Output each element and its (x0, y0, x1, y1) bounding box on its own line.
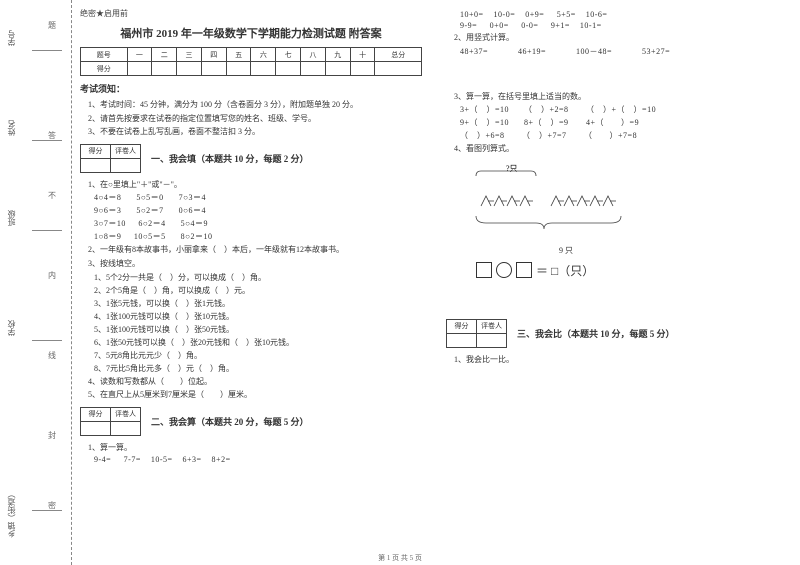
question-lead: 1、算一算。 (88, 442, 422, 454)
exam-title: 福州市 2019 年一年级数学下学期能力检测试题 附答案 (80, 25, 422, 41)
square-box (476, 262, 492, 278)
score-header-cell: 一 (127, 48, 152, 62)
sub-item: 6、1张50元钱可以换（ ）张20元钱和（ ）张10元钱。 (94, 337, 422, 348)
judge-cell: 得分 (81, 407, 111, 421)
equation-row: ＝ □（只） (476, 262, 788, 279)
bind-label: 姓名 (6, 120, 17, 136)
svg-text:?只: ?只 (506, 164, 518, 173)
question-lead: 1、在○里填上"＋"或"－"。 (88, 179, 422, 191)
judge-cell: 评卷人 (111, 407, 141, 421)
score-header-cell: 七 (276, 48, 301, 62)
math-row: 3+（ ）=10 （ ）+2=8 （ ）+（ ）=10 (460, 104, 788, 115)
score-header-cell: 总分 (375, 48, 422, 62)
math-row: 10+0= 10-0= 0+9= 5+5= 10-6= (460, 10, 788, 19)
bind-note: 不 (48, 190, 56, 201)
section-title: 一、我会填（本题共 10 分，每题 2 分） (151, 152, 309, 165)
judge-box: 得分 评卷人 二、我会算（本题共 20 分，每题 5 分） (80, 407, 422, 436)
question-item: 5、在直尺上从5厘米到7厘米是（ ）厘米。 (88, 389, 422, 401)
figure-animals: ?只 (466, 161, 626, 241)
section-title: 二、我会算（本题共 20 分，每题 5 分） (151, 415, 309, 428)
score-table: 题号 一 二 三 四 五 六 七 八 九 十 总分 得分 (80, 47, 422, 76)
question-item: 4、读数和写数都从（ ）位起。 (88, 376, 422, 388)
notice-item: 1、考试时间：45 分钟，满分为 100 分（含卷面分 3 分），附加题单独 2… (88, 99, 422, 111)
left-column: 绝密★启用前 福州市 2019 年一年级数学下学期能力检测试题 附答案 题号 一… (80, 8, 422, 549)
page-content: 绝密★启用前 福州市 2019 年一年级数学下学期能力检测试题 附答案 题号 一… (80, 8, 788, 549)
bind-note: 内 (48, 270, 56, 281)
sub-item: 4、1张100元钱可以换（ ）张10元钱。 (94, 311, 422, 322)
bind-label: 学校 (6, 320, 17, 336)
equation-tail: ＝ □（只） (536, 262, 594, 279)
spacer (446, 59, 788, 89)
score-header-cell: 八 (301, 48, 326, 62)
judge-box: 得分 评卷人 一、我会填（本题共 10 分，每题 2 分） (80, 144, 422, 173)
sub-item: 2、2个5角是（ ）角，可以换成（ ）元。 (94, 285, 422, 296)
bind-line (32, 50, 62, 51)
question-item: 2、一年级有8本故事书，小丽拿来（ ）本后，一年级就有12本故事书。 (88, 244, 422, 256)
question-lead: 3、算一算，在括号里填上适当的数。 (454, 91, 788, 103)
judge-box: 得分 评卷人 三、我会比（本题共 10 分，每题 5 分） (446, 319, 788, 348)
notice-item: 3、不要在试卷上乱写乱画，卷面不整洁扣 3 分。 (88, 126, 422, 138)
bind-label: 乡镇（街道） (6, 490, 17, 538)
spacer (446, 283, 788, 313)
sub-item: 5、1张100元钱可以换（ ）张50元钱。 (94, 324, 422, 335)
score-header-cell: 二 (152, 48, 177, 62)
bind-note: 封 (48, 430, 56, 441)
sub-item: 8、7元比5角比元多（ ）元（ ）角。 (94, 363, 422, 374)
table-row: 题号 一 二 三 四 五 六 七 八 九 十 总分 (81, 48, 422, 62)
math-row: 48+37= 46+19= 100－48= 53+27= (460, 46, 788, 57)
question-lead: 1、我会比一比。 (454, 354, 788, 366)
question-lead: 2、用竖式计算。 (454, 32, 788, 44)
math-row: （ ）+6=8 （ ）+7=7 （ ）+7=8 (460, 130, 788, 141)
score-header-cell: 九 (325, 48, 350, 62)
math-row: 1○8＝9 10○5＝5 8○2＝10 (94, 231, 422, 242)
score-header-cell: 十 (350, 48, 375, 62)
math-row: 3○7＝10 6○2＝4 5○4＝9 (94, 218, 422, 229)
bind-line (32, 230, 62, 231)
bind-label: 班级 (6, 210, 17, 226)
notice-item: 2、请首先按要求在试卷的指定位置填写您的姓名、班级、学号。 (88, 113, 422, 125)
math-row: 9-9= 0+0= 0-0= 9+1= 10-1= (460, 21, 788, 30)
math-row: 9-4= 7-7= 10-5= 6+3= 8+2= (94, 455, 422, 464)
bind-note: 密 (48, 500, 56, 511)
math-row: 9○6＝3 5○2＝7 0○6＝4 (94, 205, 422, 216)
judge-cell: 评卷人 (477, 319, 507, 333)
score-header-cell: 四 (201, 48, 226, 62)
bind-label: 学号 (6, 30, 17, 46)
math-row: 9+（ ）=10 8+（ ）=9 4+（ ）=9 (460, 117, 788, 128)
judge-cell: 评卷人 (111, 144, 141, 158)
question-lead: 3、按线填空。 (88, 258, 422, 270)
sub-item: 7、5元8角比元元少（ ）角。 (94, 350, 422, 361)
question-lead: 4、看图列算式。 (454, 143, 788, 155)
bind-note: 答 (48, 130, 56, 141)
score-header-cell: 三 (177, 48, 202, 62)
math-row: 4○4＝8 5○5＝0 7○3＝4 (94, 192, 422, 203)
bind-line (32, 510, 62, 511)
bind-line (32, 340, 62, 341)
bind-note: 题 (48, 20, 56, 31)
sub-item: 3、1张5元钱，可以换（ ）张1元钱。 (94, 298, 422, 309)
score-header-cell: 题号 (81, 48, 128, 62)
sub-item: 1、5个2分一共是（ ）分，可以换成（ ）角。 (94, 272, 422, 283)
secret-label: 绝密★启用前 (80, 8, 422, 19)
judge-cell: 得分 (447, 319, 477, 333)
square-box (516, 262, 532, 278)
table-row: 得分 (81, 62, 422, 76)
circle-box (496, 262, 512, 278)
bind-line (32, 140, 62, 141)
right-column: 10+0= 10-0= 0+9= 5+5= 10-6= 9-9= 0+0= 0-… (446, 8, 788, 549)
binding-margin: 学号 姓名 班级 学校 乡镇（街道） 题 答 不 内 线 封 密 (0, 0, 72, 565)
section-title: 三、我会比（本题共 10 分，每题 5 分） (517, 327, 675, 340)
notice-heading: 考试须知： (80, 82, 422, 95)
score-header-cell: 六 (251, 48, 276, 62)
bind-note: 线 (48, 350, 56, 361)
judge-cell: 得分 (81, 144, 111, 158)
figure-caption: 9 只 (486, 245, 646, 256)
score-row-label: 得分 (81, 62, 128, 76)
page-footer: 第 1 页 共 5 页 (0, 553, 800, 563)
score-header-cell: 五 (226, 48, 251, 62)
